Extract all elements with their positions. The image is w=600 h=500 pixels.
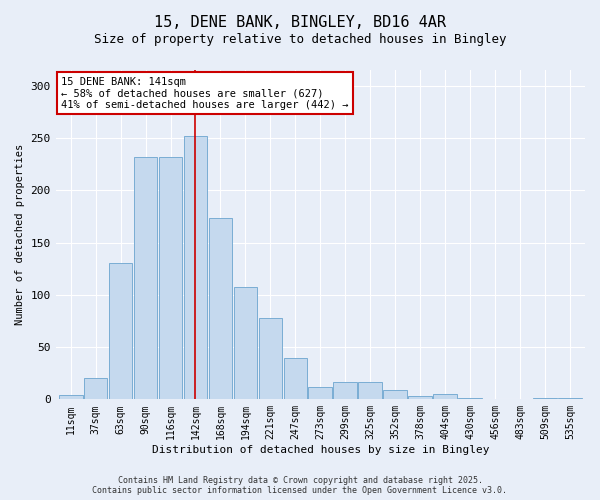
Bar bbox=[184, 136, 208, 400]
Text: 15, DENE BANK, BINGLEY, BD16 4AR: 15, DENE BANK, BINGLEY, BD16 4AR bbox=[154, 15, 446, 30]
X-axis label: Distribution of detached houses by size in Bingley: Distribution of detached houses by size … bbox=[152, 445, 489, 455]
Bar bbox=[109, 264, 133, 400]
Bar bbox=[134, 157, 157, 400]
Bar bbox=[158, 157, 182, 400]
Text: Contains HM Land Registry data © Crown copyright and database right 2025.
Contai: Contains HM Land Registry data © Crown c… bbox=[92, 476, 508, 495]
Bar bbox=[284, 358, 307, 400]
Bar bbox=[358, 382, 382, 400]
Text: 15 DENE BANK: 141sqm
← 58% of detached houses are smaller (627)
41% of semi-deta: 15 DENE BANK: 141sqm ← 58% of detached h… bbox=[61, 76, 349, 110]
Text: Size of property relative to detached houses in Bingley: Size of property relative to detached ho… bbox=[94, 32, 506, 46]
Bar bbox=[334, 382, 357, 400]
Bar bbox=[433, 394, 457, 400]
Bar bbox=[209, 218, 232, 400]
Bar bbox=[383, 390, 407, 400]
Bar bbox=[233, 288, 257, 400]
Bar bbox=[59, 395, 83, 400]
Bar bbox=[259, 318, 282, 400]
Bar bbox=[458, 398, 482, 400]
Bar bbox=[409, 396, 432, 400]
Bar bbox=[558, 398, 582, 400]
Y-axis label: Number of detached properties: Number of detached properties bbox=[15, 144, 25, 326]
Bar bbox=[308, 387, 332, 400]
Bar bbox=[533, 398, 557, 400]
Bar bbox=[84, 378, 107, 400]
